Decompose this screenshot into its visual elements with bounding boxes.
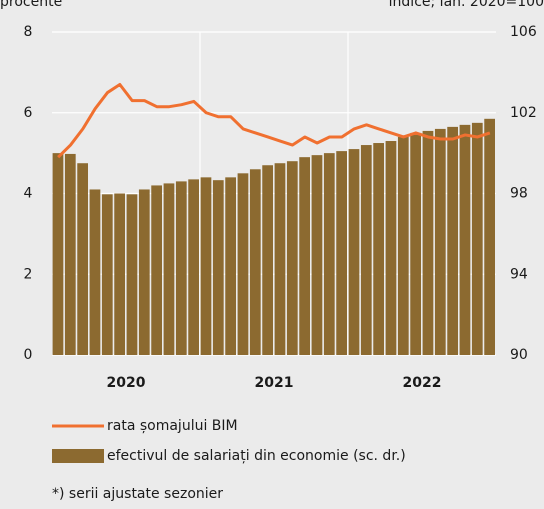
y2-tick-label: 102: [510, 105, 537, 121]
bar: [336, 151, 347, 355]
bar: [151, 185, 162, 355]
y-axis-label: procente: [0, 0, 62, 10]
legend-label: efectivul de salariați din economie (sc.…: [107, 448, 406, 464]
bar: [348, 149, 360, 355]
bar: [77, 163, 88, 355]
bar: [434, 128, 446, 355]
y-tick-label: 6: [24, 105, 33, 121]
bar: [89, 189, 101, 355]
bar: [237, 173, 249, 355]
bar: [323, 153, 335, 355]
bar: [225, 177, 236, 355]
bar: [249, 169, 261, 355]
y-tick-label: 2: [24, 266, 33, 282]
bar: [471, 122, 483, 355]
bar: [175, 181, 187, 355]
x-tick-label: 2021: [255, 375, 294, 391]
bar: [311, 155, 323, 355]
bar: [64, 153, 76, 355]
y-tick-label: 4: [24, 186, 33, 202]
footnote: *) serii ajustate sezonier: [52, 486, 223, 502]
bar: [52, 153, 64, 355]
bar: [163, 183, 175, 355]
bar: [422, 130, 434, 355]
y-tick-label: 8: [24, 24, 33, 40]
bar: [299, 157, 310, 355]
legend-swatch: [52, 449, 104, 463]
y-tick-label: 0: [24, 347, 33, 363]
x-tick-label: 2020: [107, 375, 146, 391]
bar: [114, 193, 125, 355]
bar: [274, 163, 286, 355]
bar: [188, 179, 199, 355]
bar: [373, 143, 384, 355]
bar: [410, 132, 421, 355]
bar: [447, 126, 458, 355]
bar: [397, 136, 409, 355]
bar: [126, 194, 138, 355]
y2-tick-label: 90: [510, 347, 528, 363]
line: [57, 82, 491, 159]
bar: [212, 180, 224, 355]
y2-tick-label: 106: [510, 24, 537, 40]
bar: [360, 145, 372, 355]
bar: [459, 124, 471, 355]
x-tick-label: 2022: [403, 375, 442, 391]
bar: [138, 189, 150, 355]
y2-axis-label: indice; ian. 2020=100: [389, 0, 544, 10]
bar: [200, 177, 212, 355]
bar: [385, 141, 397, 355]
bar: [286, 161, 298, 355]
bar: [484, 118, 495, 356]
bar: [101, 194, 113, 355]
y2-tick-label: 94: [510, 266, 528, 282]
legend-label: rata șomajului BIM: [107, 418, 238, 434]
bar: [262, 165, 273, 355]
y2-tick-label: 98: [510, 186, 528, 202]
